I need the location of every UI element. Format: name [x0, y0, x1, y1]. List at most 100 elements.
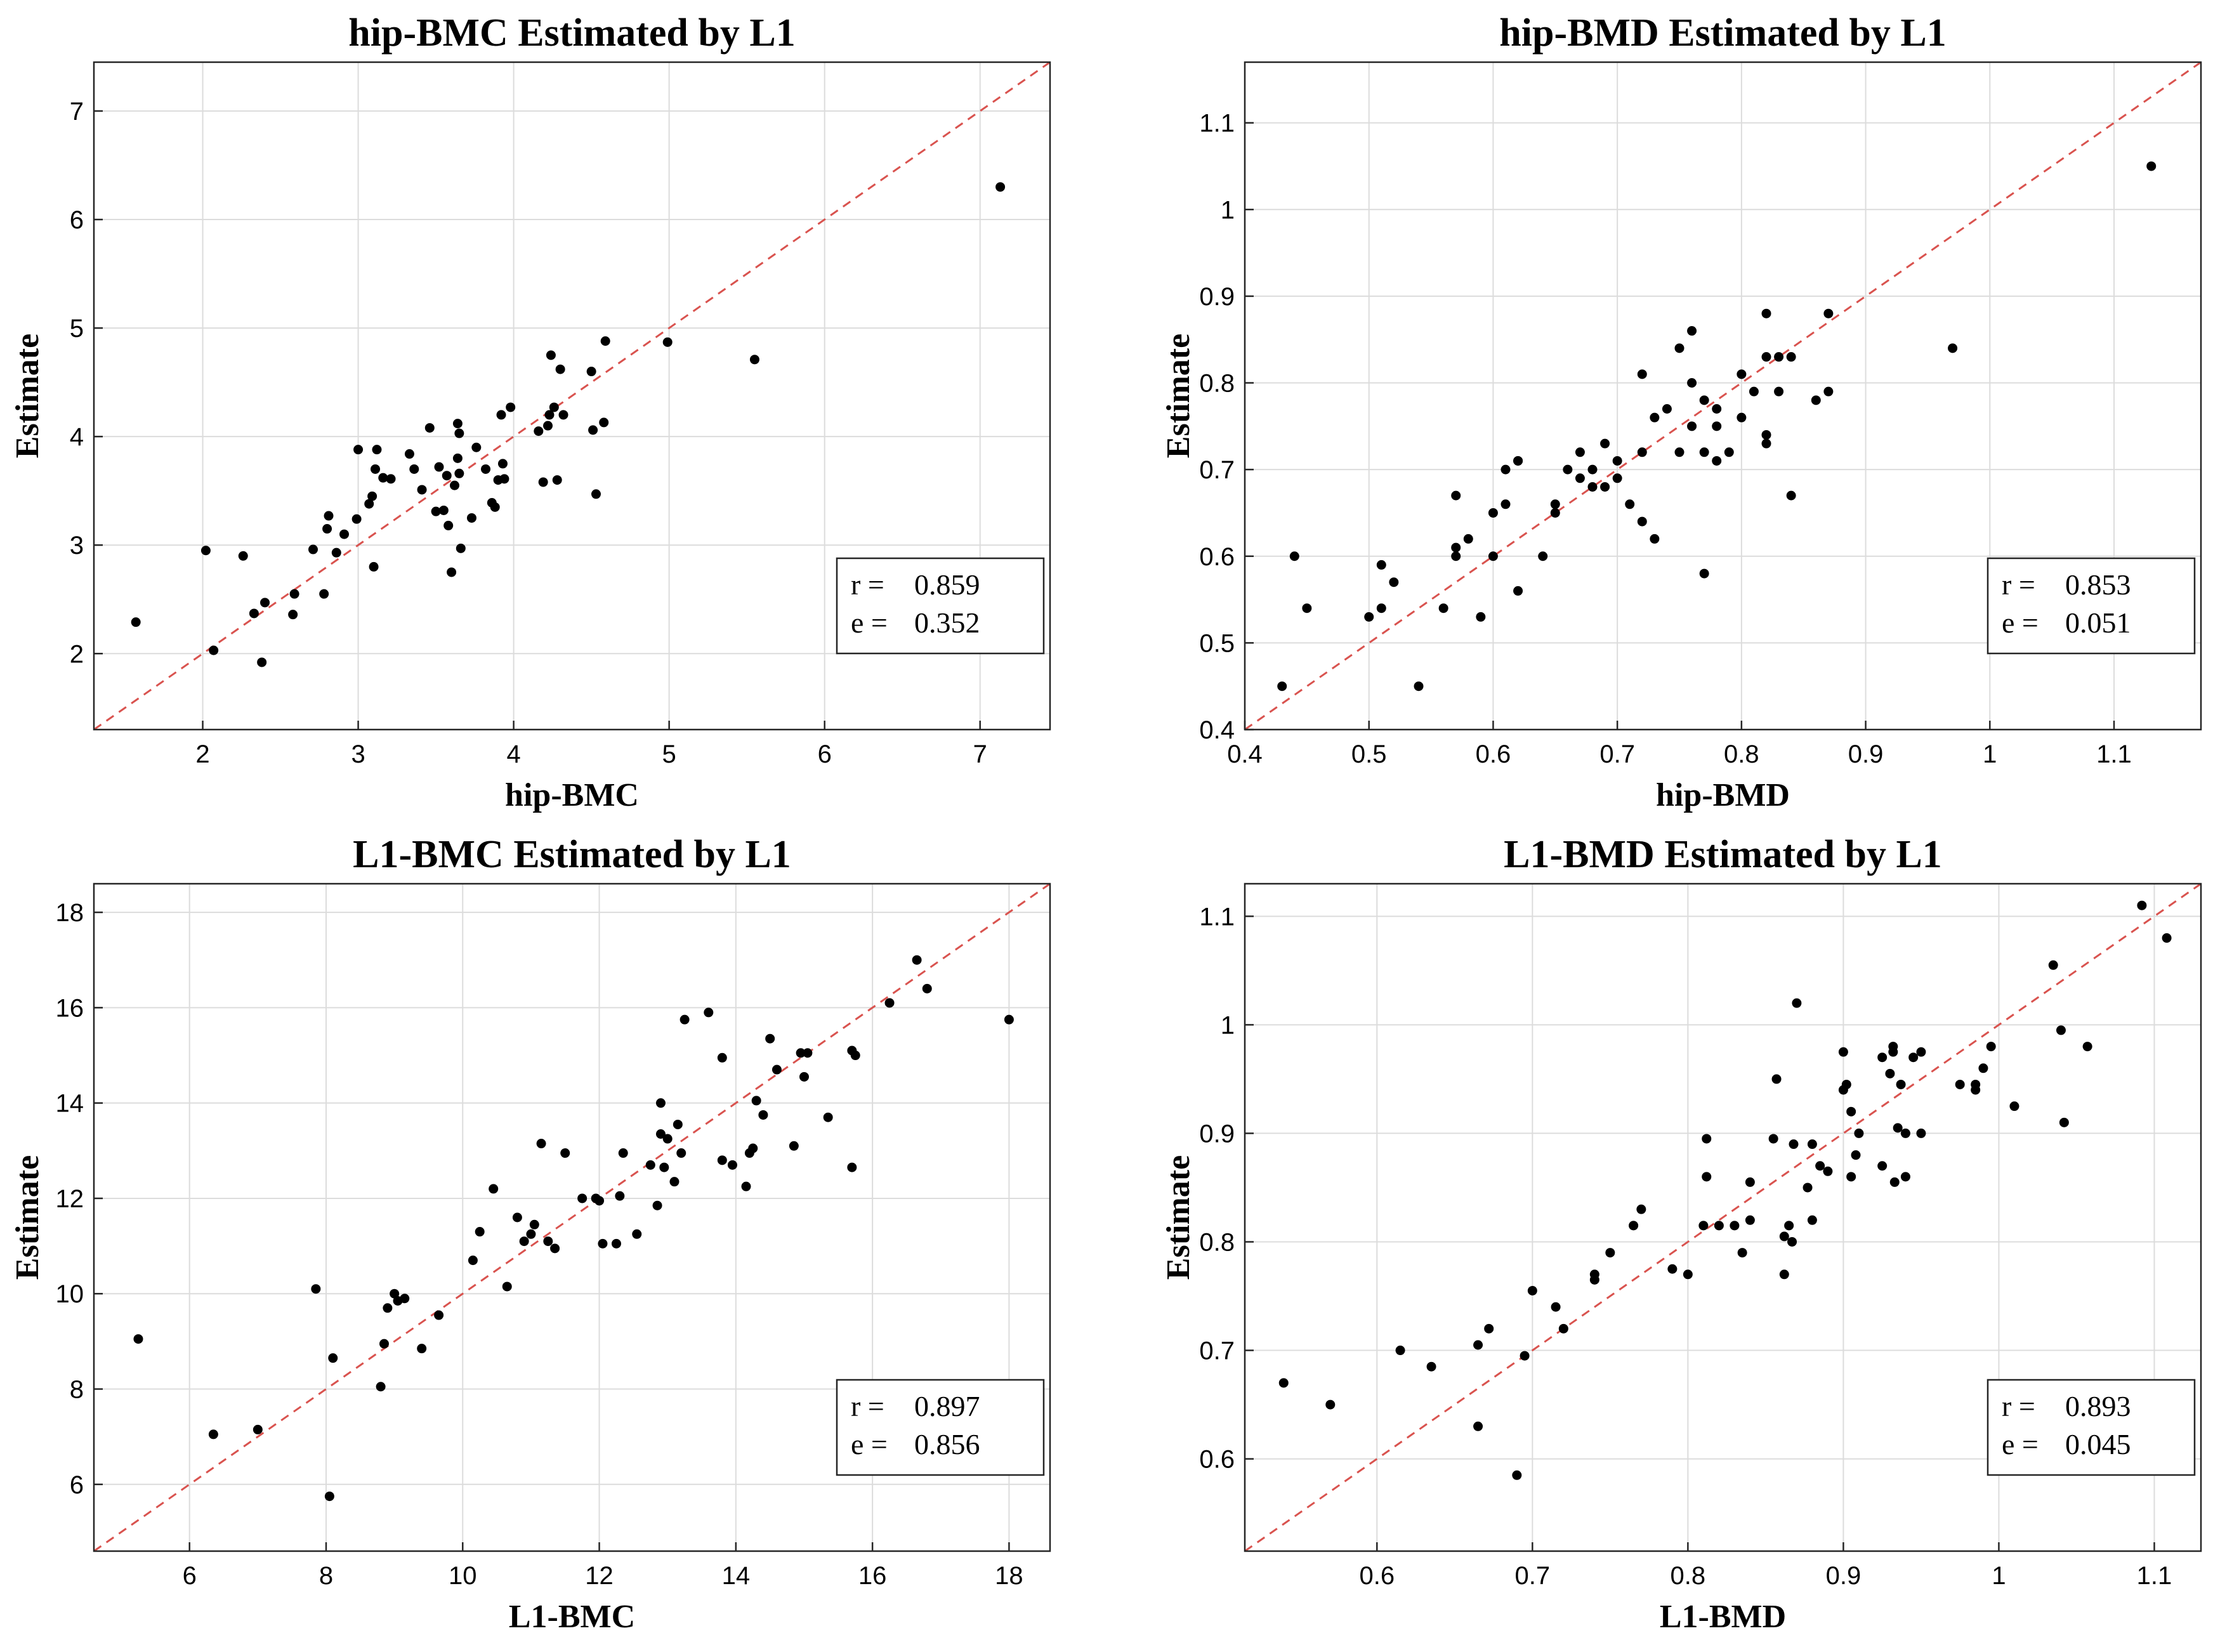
- stats-box: r = 0.853 e = 0.051: [1986, 557, 2196, 655]
- data-point: [1650, 412, 1660, 423]
- data-point: [1587, 464, 1598, 475]
- data-point: [1784, 1221, 1794, 1231]
- chart-panel-2: 0.4 0.5 0.6 0.7 0.8 0.9 1 1.1 0.4 0.5 0.6 0.7 0.8 0.9…: [1160, 11, 2202, 813]
- x-axis-label: L1-BMD: [1660, 1599, 1786, 1635]
- data-point: [512, 1212, 522, 1223]
- data-point: [847, 1162, 857, 1172]
- stats-box-frame: [836, 557, 1045, 655]
- data-point: [1702, 1134, 1712, 1144]
- data-point: [546, 350, 556, 360]
- stats-box: r = 0.897 e = 0.856: [836, 1379, 1045, 1476]
- data-point: [727, 1160, 737, 1170]
- data-point: [454, 468, 464, 478]
- data-point: [1687, 326, 1697, 336]
- identity-reference-line: [1244, 61, 2202, 731]
- data-point: [1612, 456, 1622, 466]
- x-tick-label: 1: [1992, 1562, 2006, 1590]
- data-point: [1900, 1128, 1910, 1138]
- data-point: [1484, 1323, 1494, 1334]
- data-point: [1774, 352, 1784, 362]
- x-tick-label: 1.1: [2137, 1562, 2172, 1590]
- data-point: [2059, 1117, 2069, 1127]
- data-point: [1712, 456, 1722, 466]
- data-point: [1302, 603, 1312, 613]
- data-point: [673, 1119, 683, 1129]
- data-point: [538, 477, 548, 487]
- data-point: [1986, 1042, 1996, 1052]
- chart-panel-3: 6 8 10 12 14 16 18 6 8 10 12 14 16 18 L1-BMC Estimated…: [10, 833, 1051, 1635]
- data-point: [1737, 1248, 1747, 1258]
- y-tick-label: 10: [56, 1280, 84, 1308]
- e-label: e =: [2002, 1428, 2039, 1460]
- data-point: [534, 426, 544, 436]
- data-point: [1978, 1063, 1988, 1073]
- data-point: [379, 1339, 389, 1349]
- data-point: [367, 491, 378, 501]
- data-point: [1364, 612, 1374, 622]
- data-point: [758, 1110, 768, 1120]
- e-label: e =: [851, 1428, 888, 1460]
- identity-reference-line: [93, 61, 1051, 731]
- y-tick-label: 5: [70, 315, 84, 343]
- x-tick-label: 7: [973, 740, 987, 768]
- y-tick-label: 3: [70, 532, 84, 560]
- data-point: [1687, 378, 1697, 388]
- x-tick-label: 2: [195, 740, 209, 768]
- data-point: [1550, 508, 1560, 518]
- y-tick-label: 12: [56, 1185, 84, 1213]
- data-point: [1575, 447, 1585, 457]
- data-point: [468, 1255, 478, 1266]
- data-point: [536, 1139, 546, 1149]
- e-value: 0.856: [914, 1428, 980, 1460]
- data-point: [1789, 1139, 1799, 1150]
- data-point: [253, 1424, 263, 1434]
- data-point: [1575, 473, 1585, 483]
- e-value: 0.051: [2065, 606, 2131, 639]
- data-point: [588, 425, 598, 435]
- x-tick-label: 10: [449, 1562, 477, 1590]
- data-point: [655, 1098, 666, 1108]
- data-point: [1376, 603, 1386, 613]
- r-label: r =: [2002, 1390, 2035, 1422]
- data-point: [799, 1072, 809, 1082]
- r-label: r =: [2002, 568, 2035, 601]
- data-point: [1512, 1470, 1522, 1480]
- data-point: [308, 544, 318, 554]
- data-point: [1745, 1215, 1755, 1225]
- data-point: [680, 1014, 690, 1025]
- data-point: [741, 1181, 751, 1191]
- data-point: [1854, 1128, 1864, 1138]
- x-axis-label: L1-BMC: [509, 1599, 635, 1635]
- data-point: [1761, 438, 1771, 449]
- data-point: [544, 410, 555, 420]
- x-tick-label: 8: [319, 1562, 333, 1590]
- data-point: [652, 1200, 662, 1210]
- data-point: [364, 499, 374, 509]
- data-point: [339, 529, 350, 539]
- data-point: [1838, 1047, 1848, 1057]
- data-point: [386, 474, 396, 484]
- y-tick-label: 2: [70, 640, 84, 668]
- data-point: [1501, 499, 1511, 509]
- data-point: [1792, 998, 1802, 1008]
- chart-title: L1-BMC Estimated by L1: [353, 833, 791, 876]
- data-point: [1712, 403, 1722, 414]
- data-point: [449, 480, 459, 490]
- data-point: [200, 546, 211, 556]
- data-point: [1877, 1052, 1888, 1063]
- data-point: [519, 1236, 529, 1247]
- data-point: [1877, 1161, 1888, 1171]
- y-axis-label: Estimate: [1160, 334, 1197, 458]
- data-point: [1600, 482, 1610, 492]
- data-point: [1501, 464, 1511, 475]
- r-value: 0.893: [2065, 1390, 2131, 1422]
- x-tick-label: 6: [818, 740, 832, 768]
- stats-box: r = 0.893 e = 0.045: [1986, 1379, 2196, 1476]
- y-axis-label: Estimate: [10, 334, 46, 458]
- data-point: [1476, 612, 1486, 622]
- data-point: [322, 524, 332, 534]
- data-point: [1948, 343, 1958, 353]
- data-point: [502, 1282, 512, 1292]
- data-point: [1761, 308, 1771, 318]
